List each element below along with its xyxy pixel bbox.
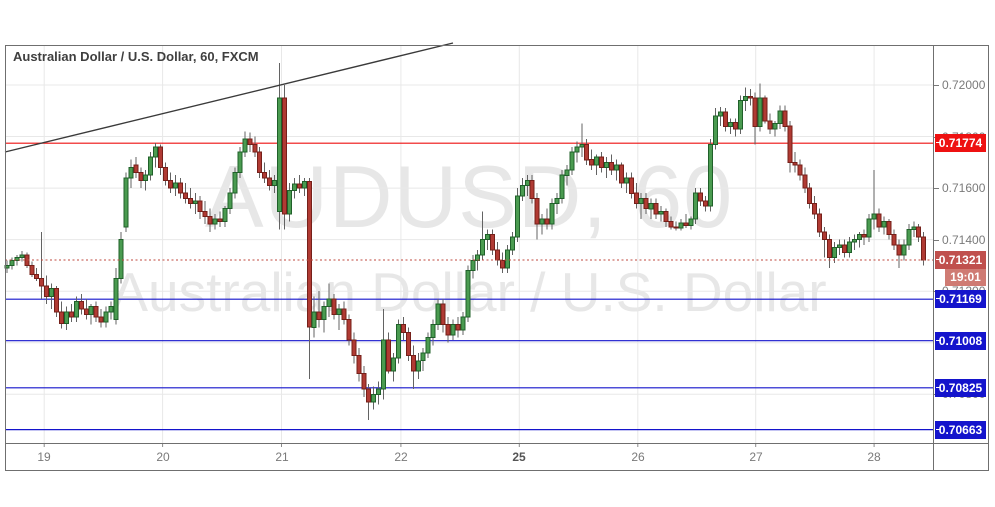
time-tick: 26 [631, 450, 645, 464]
trendline[interactable] [4, 42, 454, 153]
time-axis[interactable]: 19 20 21 22 25 26 27 28 [5, 444, 933, 470]
price-label-last: 0.71321 [935, 251, 986, 269]
time-tick: 19 [37, 450, 51, 464]
price-label-support-line: 0.70825 [935, 379, 986, 397]
price-tick: 0.71600 [934, 181, 985, 195]
price-label-support-line: 0.70663 [935, 421, 986, 439]
price-label-support-line: 0.71169 [935, 290, 986, 308]
time-tick: 27 [749, 450, 763, 464]
price-label-support-line: 0.71008 [935, 332, 986, 350]
time-tick: 25 [512, 450, 526, 464]
price-tick: 0.71400 [934, 233, 985, 247]
time-tick: 21 [275, 450, 289, 464]
bar-countdown: 19:01 [945, 269, 986, 286]
chart-legend-title: Australian Dollar / U.S. Dollar, 60, FXC… [13, 49, 259, 64]
price-axis[interactable]: 0.720000.718000.716000.714000.712000.708… [934, 45, 988, 470]
time-tick: 20 [156, 450, 170, 464]
candles [4, 63, 927, 421]
time-axis-separator [5, 443, 988, 444]
grid [5, 45, 933, 447]
price-label-resistance-line: 0.71774 [935, 134, 986, 152]
time-tick: 28 [867, 450, 881, 464]
time-tick: 22 [394, 450, 408, 464]
price-tick: 0.72000 [934, 78, 985, 92]
price-axis-separator [933, 45, 934, 470]
